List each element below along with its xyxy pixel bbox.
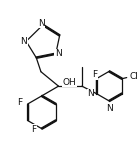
Text: Cl: Cl bbox=[129, 72, 138, 81]
Text: N: N bbox=[106, 104, 113, 113]
Text: F: F bbox=[92, 70, 97, 79]
Text: F: F bbox=[31, 125, 36, 134]
Text: N: N bbox=[87, 89, 94, 98]
Text: N: N bbox=[20, 37, 27, 46]
Text: OH: OH bbox=[63, 78, 76, 87]
Text: N: N bbox=[55, 49, 61, 58]
Text: F: F bbox=[17, 98, 22, 107]
Text: N: N bbox=[38, 19, 45, 28]
